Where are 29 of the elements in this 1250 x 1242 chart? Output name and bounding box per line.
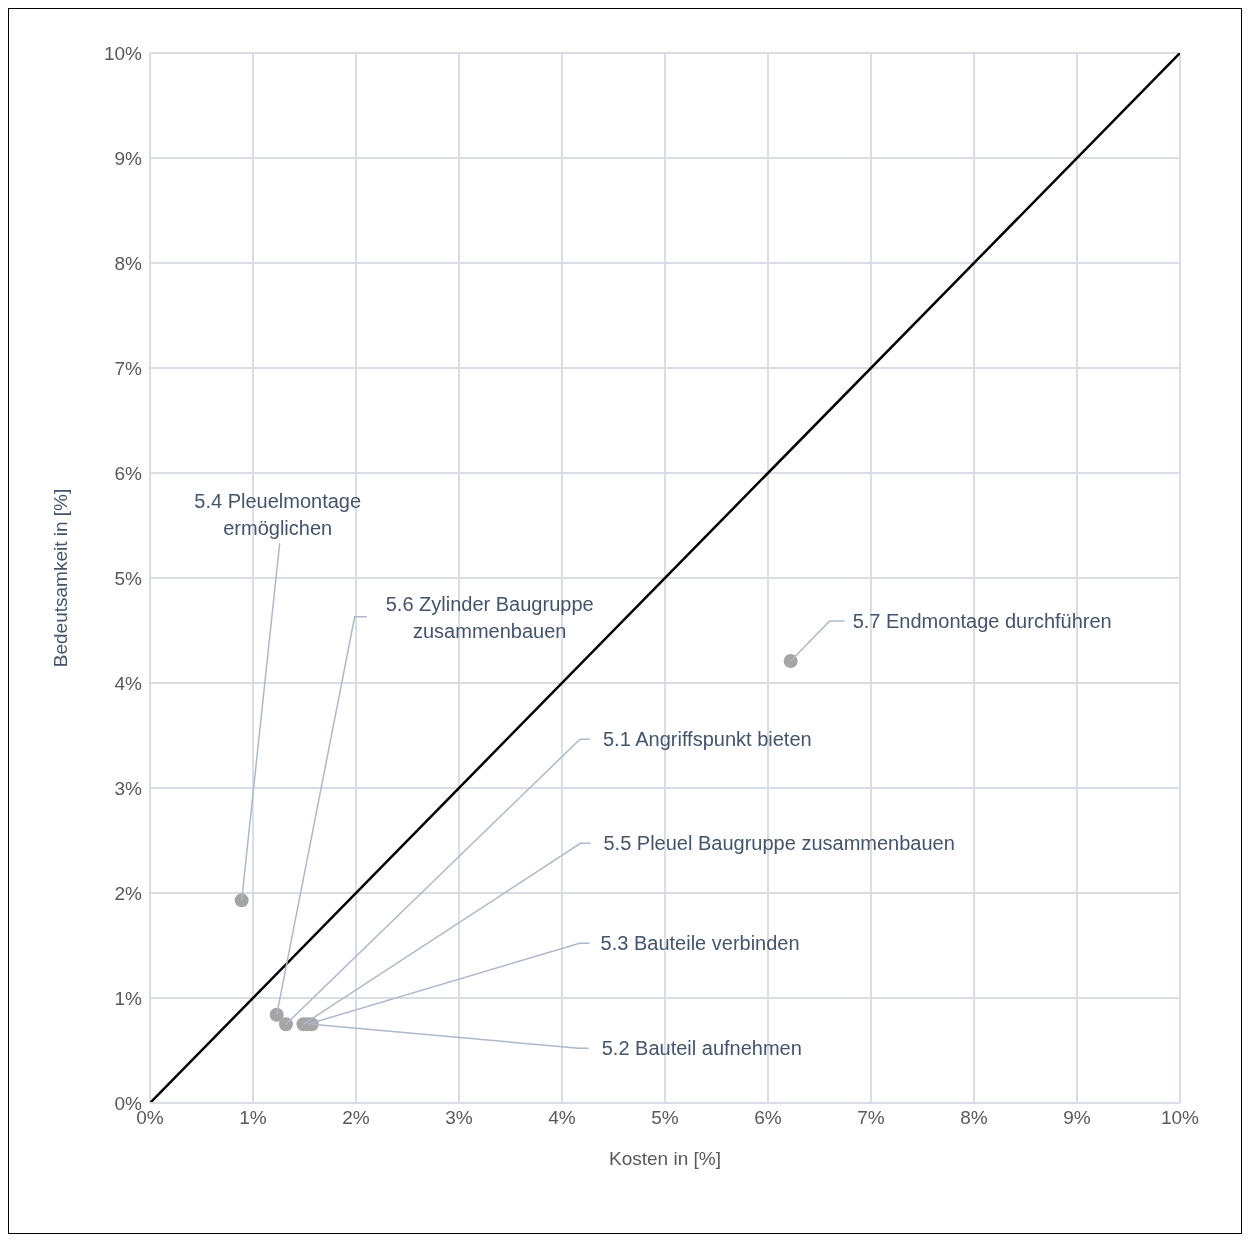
annotation: 5.5 Pleuel Baugruppe zusammenbauen (603, 832, 955, 855)
x-axis-title: Kosten in [%] (609, 1148, 721, 1169)
annotation: 5.6 Zylinder Baugruppe zusammenbauen (385, 592, 594, 642)
annotation: 5.2 Bauteil aufnehmen (601, 1037, 802, 1060)
x-tick-label: 4% (548, 1107, 576, 1129)
y-axis-title: Bedeutsamkeit in [%] (49, 488, 71, 668)
y-tick-label: 1% (114, 987, 143, 1009)
annotation: 5.4 Pleuelmontage ermöglichen (194, 490, 362, 540)
y-tick-label: 6% (114, 462, 143, 484)
y-tick-label: 3% (114, 777, 143, 799)
x-tick-label: 1% (239, 1107, 267, 1129)
x-tick-label: 3% (445, 1107, 473, 1129)
annotation: 5.3 Bauteile verbinden (600, 932, 800, 955)
annotation: 5.1 Angriffspunkt bieten (602, 728, 812, 751)
annotation: 5.7 Endmontage durchführen (852, 609, 1112, 632)
y-tick-label: 9% (114, 147, 143, 169)
x-tick-label: 9% (1063, 1107, 1091, 1129)
x-tick-label: 8% (960, 1107, 988, 1129)
x-tick-label: 2% (342, 1107, 370, 1129)
x-tick-label: 6% (754, 1107, 782, 1129)
y-tick-label: 10% (103, 42, 143, 64)
y-tick-label: 4% (114, 672, 143, 694)
y-tick-label: 7% (114, 357, 143, 379)
y-tick-label: 2% (114, 882, 143, 904)
y-tick-label: 8% (114, 252, 143, 274)
y-tick-label: 5% (114, 567, 143, 589)
x-tick-label: 5% (651, 1107, 679, 1129)
x-tick-label: 10% (1160, 1107, 1200, 1129)
x-tick-label: 7% (857, 1107, 885, 1129)
